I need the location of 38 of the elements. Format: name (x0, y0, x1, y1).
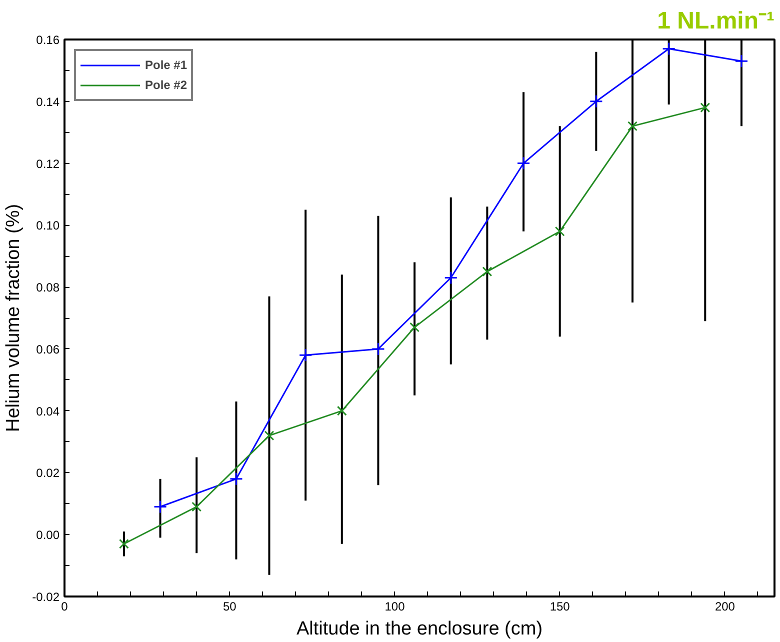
point (662, 42, 676, 56)
point (628, 121, 638, 132)
y-tick-label: -0.02 (32, 590, 60, 604)
point (734, 54, 748, 68)
y-tick-label: 0.16 (36, 33, 60, 47)
x-tick-label: 50 (222, 600, 237, 614)
point (298, 348, 312, 362)
legend-label: Pole #2 (145, 78, 188, 92)
y-tick-label: 0.12 (36, 156, 60, 171)
point (192, 502, 202, 512)
point (589, 94, 603, 108)
x-tick-label: 100 (384, 600, 406, 614)
y-tick-label: 0.08 (36, 280, 60, 295)
y-axis-title: Helium volume fraction (%) (3, 204, 24, 432)
x-tick-label: 200 (714, 600, 736, 614)
x-tick-label: 0 (61, 600, 68, 614)
point (154, 500, 168, 514)
y-tick-label: 0.14 (36, 94, 60, 109)
x-tick-label: 150 (550, 600, 570, 614)
y-tick-label: 0.02 (36, 466, 60, 480)
point (444, 271, 458, 285)
point (336, 406, 347, 416)
point (229, 472, 243, 486)
point (554, 226, 565, 236)
legend-label: Pole #1 (145, 58, 188, 72)
point (118, 538, 129, 549)
y-tick-label: 0.04 (36, 404, 60, 418)
y-tick-label: 0.00 (36, 528, 60, 542)
point (264, 430, 274, 441)
y-tick-label: 0.10 (36, 218, 60, 233)
y-tick-label: 0.06 (36, 342, 60, 356)
point (410, 322, 420, 332)
chart-title: 1 NL.min⁻¹ (657, 8, 775, 34)
point (516, 156, 530, 170)
point (700, 102, 710, 113)
point (482, 266, 492, 277)
x-axis-title: Altitude in the enclosure (cm) (296, 618, 543, 640)
point (371, 342, 385, 356)
